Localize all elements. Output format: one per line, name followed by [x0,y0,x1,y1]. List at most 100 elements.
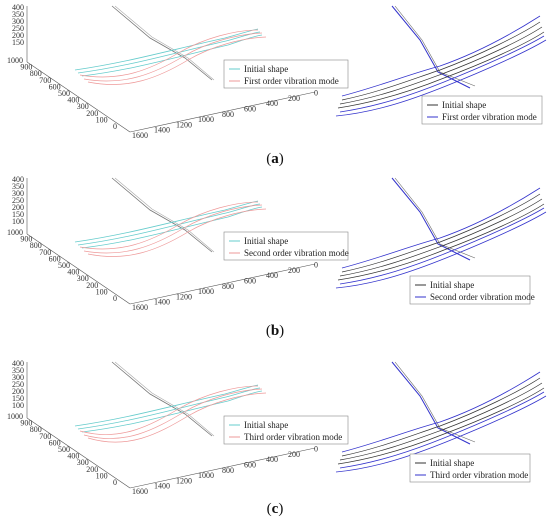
x-tick-label: 1600 [132,131,148,140]
panel-caption: (a) [266,151,284,167]
mode-curve [335,211,547,289]
y-tick-label: 900 [20,419,32,428]
panel-caption-letter: b [271,323,279,339]
panel-a: 4003503002502001501000900800700600500400… [7,3,547,167]
diagonal-member [394,5,476,87]
initial-shape-curve [74,384,259,427]
y-axis-line [26,233,131,305]
mode-curve [339,35,545,113]
legend-label-initial: Initial shape [442,100,486,110]
mode-curve [83,204,263,254]
left-axes: 4003503002502001501001000900800700600500… [7,359,318,496]
z-tick-label: 350 [12,366,24,375]
x-tick-label: 600 [244,105,256,114]
y-tick-label: 0 [113,478,117,487]
z-tick-label: 400 [12,3,24,12]
x-tick-label: 400 [266,271,278,280]
x-tick-label: 800 [222,282,234,291]
legend-box [409,453,531,483]
right-curves [335,361,547,473]
x-tick-label: 600 [244,277,256,286]
y-tick-label: 500 [58,445,70,454]
legend-label-mode: Second order vibration mode [430,292,535,302]
x-tick-label: 1200 [176,292,192,301]
x-tick-label: 1200 [176,476,192,485]
y-tick-label: 400 [67,268,79,277]
z-tick-label: 350 [12,182,24,191]
mode-curve [83,32,263,82]
x-tick-label: 1600 [132,487,148,496]
legend-box [421,95,543,125]
initial-shape-curve [337,387,545,465]
z-tick-label: 350 [12,10,24,19]
x-tick-label: 200 [288,450,300,459]
y-tick-label: 700 [39,248,51,257]
z-tick-label: 200 [12,31,24,40]
y-tick-label: 100 [96,287,108,296]
y-tick-label: 0 [113,122,117,131]
x-tick-label: 1000 [198,287,214,296]
y-tick-label: 400 [67,96,79,105]
y-tick-label: 0 [113,294,117,303]
mode-curve [341,15,541,97]
left-legend: Initial shape Third order vibration mode [223,415,349,445]
x-tick-label: 200 [288,94,300,103]
y-tick-label: 200 [86,465,98,474]
right-curves [335,177,547,289]
z-tick-label: 150 [12,394,24,403]
panel-caption: (b) [266,323,284,339]
initial-shape-curve [337,203,545,281]
y-tick-label: 100 [96,471,108,480]
x-tick-label: 1000 [198,115,214,124]
x-tick-label: 1000 [198,471,214,480]
z-tick-label: 200 [12,387,24,396]
z-tick-label: 100 [12,217,24,226]
legend-box [223,59,349,89]
diagonal-member [114,361,215,437]
mode-curve [79,385,259,435]
y-tick-label: 700 [39,76,51,85]
x-axis-line [129,263,316,305]
y-tick-label: 700 [39,432,51,441]
mode-curve [87,392,267,443]
panel-c: 4003503002502001501001000900800700600500… [7,359,547,517]
diagonal-member [394,177,476,259]
diagonal-member [111,177,213,253]
y-tick-label: 100 [96,115,108,124]
initial-shape-curve [339,198,543,277]
legend-label-initial: Initial shape [244,64,288,74]
mode-curve [87,208,267,257]
mode-curve [335,39,547,117]
x-tick-label: 1200 [176,120,192,129]
legend-box [223,415,349,445]
z-tick-label: 150 [12,38,24,47]
x-tick-label: 0 [314,261,318,270]
mode-curve [339,207,545,285]
x-tick-label: 1400 [154,298,170,307]
legend-label-initial: Initial shape [244,420,288,430]
x-tick-label: 1400 [154,482,170,491]
y-tick-label: 400 [67,452,79,461]
left-curves [74,361,267,443]
diagonal-member [391,177,471,261]
x-tick-label: 200 [288,266,300,275]
mode-curve [341,371,541,453]
y-tick-label: 500 [58,261,70,270]
initial-shape-curve [337,31,545,109]
z-tick-label: 250 [12,380,24,389]
left-curves [74,177,267,257]
right-curves [335,5,547,117]
x-tick-label: 1600 [132,303,148,312]
legend-label-mode: First order vibration mode [244,76,339,86]
y-axis-line [26,61,131,133]
right-legend: Initial shape First order vibration mode [421,95,543,125]
z-tick-label: 200 [12,203,24,212]
z-tick-label: 250 [12,196,24,205]
left-legend: Initial shape Second order vibration mode [223,231,349,261]
right-legend: Initial shape Third order vibration mode [409,453,531,483]
legend-box [409,275,531,305]
y-tick-label: 600 [49,438,61,447]
mode-curve [339,391,545,469]
x-axis-line [129,447,316,489]
initial-shape-curve [74,28,259,71]
